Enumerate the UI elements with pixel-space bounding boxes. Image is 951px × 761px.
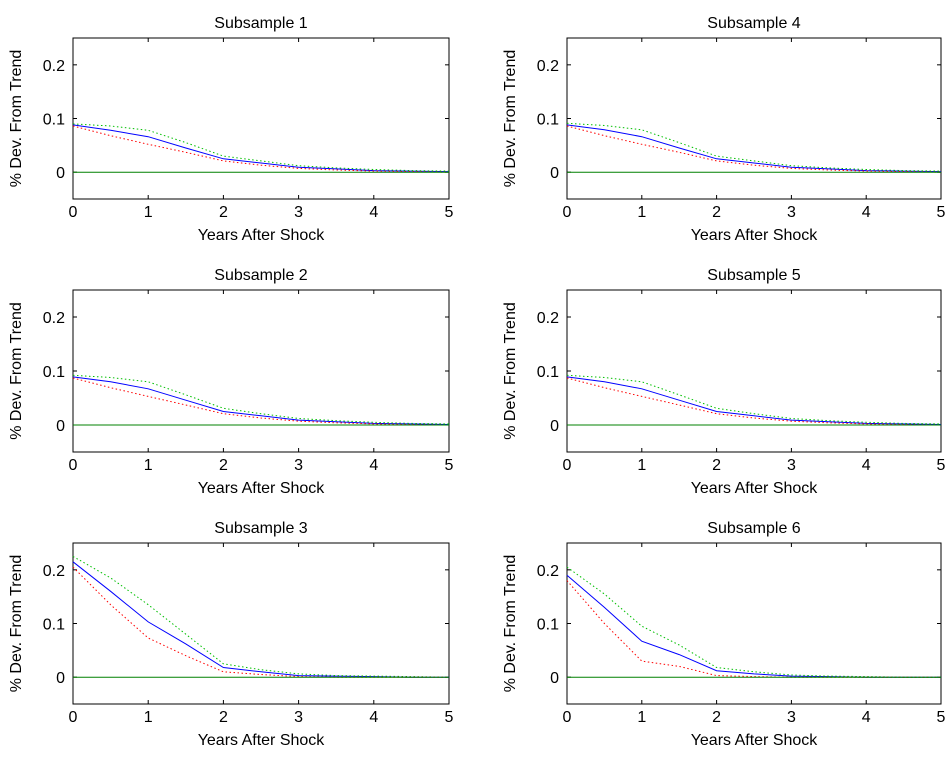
axes-box bbox=[72, 542, 450, 705]
y-tick-label: 0.2 bbox=[43, 58, 65, 75]
x-tick-label: 1 bbox=[144, 204, 153, 221]
subplot-5: 0 1 2 3 4 5 0 0.1 0.2 Subsample 5 Years After Shoc… bbox=[502, 267, 946, 497]
x-tick-label: 4 bbox=[862, 457, 871, 474]
x-tick-label: 4 bbox=[862, 204, 871, 221]
y-axis-label: % Dev. From Trend bbox=[502, 555, 519, 693]
x-tick-label: 5 bbox=[937, 204, 946, 221]
y-axis-label: % Dev. From Trend bbox=[502, 50, 519, 188]
x-tick-label: 3 bbox=[787, 457, 796, 474]
y-axis-label: % Dev. From Trend bbox=[8, 50, 25, 188]
series-line-lower-band bbox=[72, 377, 450, 426]
x-tick-label: 1 bbox=[637, 709, 646, 726]
x-tick-label: 0 bbox=[563, 457, 572, 474]
x-tick-label: 0 bbox=[563, 709, 572, 726]
x-tick-label: 3 bbox=[787, 204, 796, 221]
x-tick-label: 0 bbox=[69, 204, 78, 221]
series-line-upper-band bbox=[566, 374, 942, 425]
x-tick-label: 3 bbox=[294, 709, 303, 726]
x-tick-label: 4 bbox=[369, 204, 378, 221]
axes-box bbox=[72, 37, 450, 200]
x-tick-label: 1 bbox=[144, 457, 153, 474]
x-tick-label: 0 bbox=[69, 457, 78, 474]
y-tick-label: 0.2 bbox=[43, 310, 65, 327]
series-line-estimate bbox=[72, 376, 450, 425]
subplot-title: Subsample 3 bbox=[214, 520, 307, 537]
series-line-upper-band bbox=[72, 374, 450, 425]
x-tick-label: 4 bbox=[369, 457, 378, 474]
series-line-upper-band bbox=[566, 122, 942, 172]
x-tick-label: 0 bbox=[69, 709, 78, 726]
y-tick-label: 0 bbox=[56, 418, 65, 435]
subplot-title: Subsample 4 bbox=[707, 15, 800, 32]
x-tick-label: 3 bbox=[787, 709, 796, 726]
y-tick-label: 0.1 bbox=[43, 617, 65, 634]
x-axis-label: Years After Shock bbox=[198, 227, 326, 244]
x-tick-label: 2 bbox=[219, 204, 228, 221]
series-line-lower-band bbox=[72, 125, 450, 173]
x-tick-label: 1 bbox=[144, 709, 153, 726]
y-tick-label: 0.1 bbox=[43, 364, 65, 381]
series-line-upper-band bbox=[72, 123, 450, 172]
subplot-title: Subsample 2 bbox=[214, 267, 307, 284]
x-axis-label: Years After Shock bbox=[691, 732, 819, 749]
x-tick-label: 2 bbox=[712, 709, 721, 726]
series-line-upper-band bbox=[72, 555, 450, 678]
y-axis-label: % Dev. From Trend bbox=[8, 555, 25, 693]
y-tick-label: 0.2 bbox=[537, 310, 559, 327]
y-axis-label: % Dev. From Trend bbox=[502, 302, 519, 440]
x-tick-label: 4 bbox=[862, 709, 871, 726]
x-tick-label: 5 bbox=[937, 709, 946, 726]
y-tick-label: 0.1 bbox=[537, 617, 559, 634]
subplot-title: Subsample 6 bbox=[707, 520, 800, 537]
y-tick-label: 0 bbox=[550, 670, 559, 687]
subplot-4: 0 1 2 3 4 5 0 0.1 0.2 Subsample 4 Years After Shoc… bbox=[502, 15, 946, 244]
x-axis-label: Years After Shock bbox=[198, 480, 326, 497]
y-axis-label: % Dev. From Trend bbox=[8, 302, 25, 440]
subplot-6: 0 1 2 3 4 5 0 0.1 0.2 Subsample 6 Years After Shoc… bbox=[502, 520, 946, 749]
y-tick-label: 0.1 bbox=[537, 364, 559, 381]
axes-box bbox=[72, 289, 450, 453]
x-tick-label: 3 bbox=[294, 457, 303, 474]
x-tick-label: 4 bbox=[369, 709, 378, 726]
x-tick-label: 5 bbox=[445, 204, 454, 221]
series-line-estimate bbox=[566, 376, 942, 425]
y-tick-label: 0 bbox=[56, 165, 65, 182]
series-line-lower-band bbox=[566, 377, 942, 426]
x-tick-label: 5 bbox=[445, 709, 454, 726]
axes-box bbox=[566, 37, 942, 200]
subplot-3: 0 1 2 3 4 5 0 0.1 0.2 Subsample 3 Years After Shoc… bbox=[8, 520, 454, 749]
y-tick-label: 0.1 bbox=[537, 112, 559, 129]
x-axis-label: Years After Shock bbox=[691, 227, 819, 244]
x-tick-label: 2 bbox=[712, 204, 721, 221]
axes-box bbox=[566, 542, 942, 705]
y-tick-label: 0.1 bbox=[43, 112, 65, 129]
x-tick-label: 2 bbox=[712, 457, 721, 474]
x-tick-label: 5 bbox=[937, 457, 946, 474]
x-tick-label: 0 bbox=[563, 204, 572, 221]
subplot-1: 0 1 2 3 4 5 0 0.1 0.2 Subsample 1 Years After Shoc… bbox=[8, 15, 454, 244]
series-line-lower-band bbox=[566, 125, 942, 173]
series-line-estimate bbox=[72, 124, 450, 173]
y-tick-label: 0 bbox=[550, 165, 559, 182]
x-axis-label: Years After Shock bbox=[198, 732, 326, 749]
y-tick-label: 0 bbox=[550, 418, 559, 435]
y-tick-label: 0 bbox=[56, 670, 65, 687]
y-tick-label: 0.2 bbox=[537, 58, 559, 75]
y-tick-label: 0.2 bbox=[43, 563, 65, 580]
subplot-title: Subsample 5 bbox=[707, 267, 800, 284]
x-tick-label: 2 bbox=[219, 457, 228, 474]
x-axis-label: Years After Shock bbox=[691, 480, 819, 497]
subplot-title: Subsample 1 bbox=[214, 15, 307, 32]
subplot-2: 0 1 2 3 4 5 0 0.1 0.2 Subsample 2 Years After Shoc… bbox=[8, 267, 454, 497]
axes-box bbox=[566, 289, 942, 453]
x-tick-label: 2 bbox=[219, 709, 228, 726]
x-tick-label: 1 bbox=[637, 457, 646, 474]
x-tick-label: 5 bbox=[445, 457, 454, 474]
x-tick-label: 1 bbox=[637, 204, 646, 221]
x-tick-label: 3 bbox=[294, 204, 303, 221]
y-tick-label: 0.2 bbox=[537, 563, 559, 580]
